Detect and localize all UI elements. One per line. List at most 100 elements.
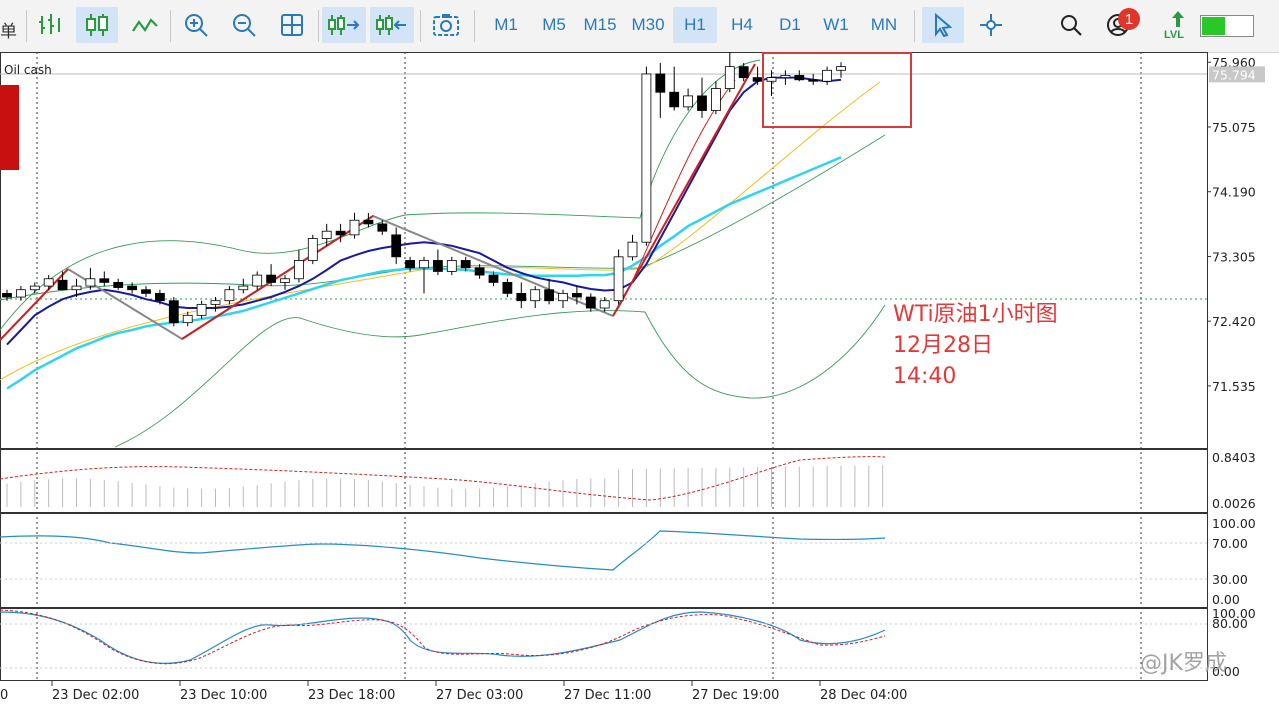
candle-body — [599, 300, 610, 309]
candle-body — [335, 230, 346, 236]
candle-body — [266, 274, 277, 283]
timeframe-m1[interactable]: M1 — [494, 15, 518, 34]
timeframe-mn[interactable]: MN — [870, 15, 898, 34]
rsi-line — [0, 530, 886, 571]
timeframe-m5[interactable]: M5 — [542, 15, 566, 34]
timeframe-h4[interactable]: H4 — [731, 15, 753, 34]
toolbar-separator — [26, 10, 27, 42]
highlight-box — [762, 52, 912, 128]
toolbar-separator — [420, 10, 421, 42]
timeframe-h1[interactable]: H1 — [673, 7, 717, 43]
candle-body — [99, 278, 110, 283]
chart-annotation-line: 14:40 — [893, 364, 956, 389]
candle-body — [558, 292, 568, 302]
pane3-tick-label: 100.00 — [1212, 516, 1256, 531]
candle-body — [196, 303, 207, 316]
pane3-tick-label: 70.00 — [1212, 536, 1248, 551]
y-tick-label: 71.535 — [1212, 379, 1256, 394]
chart-pane-frame — [0, 513, 1208, 608]
candle-body — [405, 260, 416, 269]
y-tick-label: 74.190 — [1212, 185, 1256, 200]
line-chart-icon[interactable] — [124, 7, 166, 43]
timeframe-w1[interactable]: W1 — [823, 15, 849, 34]
zoom-in-icon[interactable] — [176, 7, 216, 43]
candle-body — [57, 279, 68, 291]
candle-body — [377, 223, 388, 232]
candle-body — [307, 238, 318, 261]
bar-chart-icon[interactable] — [32, 7, 68, 43]
candle-body — [432, 260, 443, 272]
level-button[interactable]: LVL — [1164, 10, 1192, 44]
zoom-out-icon[interactable] — [224, 7, 264, 43]
candle-body — [349, 219, 360, 236]
candle-body — [391, 234, 402, 258]
auto-scroll-icon[interactable] — [322, 7, 366, 43]
candle-body — [836, 66, 846, 71]
candle-body — [711, 88, 721, 111]
pane3-tick-label: 0.00 — [1212, 592, 1240, 607]
x-tick-label: 23 Dec 02:00 — [52, 688, 139, 703]
pane4-tick-label: 80.00 — [1212, 616, 1248, 631]
candle-body — [613, 256, 624, 302]
candle-body — [724, 66, 735, 89]
chart-annotation-line: WTi原油1小时图 — [893, 302, 1058, 327]
candle-body — [224, 289, 235, 302]
toolbar-separator — [318, 10, 319, 42]
candle-body — [127, 285, 137, 291]
candle-body — [85, 278, 96, 287]
y-tick-label: 73.305 — [1212, 249, 1256, 264]
stochastic-signal-line — [0, 609, 886, 665]
level-label: LVL — [1164, 29, 1184, 41]
timeframe-d1[interactable]: D1 — [779, 15, 801, 34]
level-progress-fill — [1202, 17, 1225, 35]
candle-body — [474, 267, 485, 276]
candle-body — [113, 282, 124, 288]
chart-pane-frame — [0, 608, 1208, 681]
one-click-trade-panel — [0, 85, 19, 170]
x-tick-label: 27 Dec 11:00 — [564, 688, 651, 703]
toolbar-separator — [474, 10, 475, 42]
toolbar: 单 M1 M5 M15 M30 H1 H4 D1 W1 MN 1 LVL — [0, 0, 1279, 53]
timeframe-m30[interactable]: M30 — [631, 15, 665, 34]
x-tick-label: 23 Dec 10:00 — [180, 688, 267, 703]
screenshot-icon[interactable] — [426, 7, 466, 43]
notification-badge: 1 — [1118, 8, 1140, 30]
pane2-tick-label: 0.8403 — [1212, 450, 1256, 465]
price-chart[interactable]: 75.96075.07574.19073.30572.42071.53575.7… — [0, 52, 1279, 704]
candle-body — [572, 292, 582, 298]
candle-body — [822, 69, 832, 82]
pane3-tick-label: 30.00 — [1212, 572, 1248, 587]
y-tick-label: 72.420 — [1212, 314, 1256, 329]
mid-moving-average — [6, 76, 842, 346]
candle-body — [460, 260, 471, 269]
candle-body — [738, 66, 749, 79]
level-progress-bar — [1200, 15, 1254, 37]
yellow-moving-average — [0, 81, 881, 381]
candle-body — [182, 314, 193, 324]
candlestick-icon[interactable] — [76, 7, 118, 43]
candle-body — [29, 285, 40, 291]
candle-body — [321, 230, 332, 239]
candle-body — [168, 300, 179, 324]
candle-body — [363, 219, 374, 225]
candle-body — [530, 289, 541, 302]
crosshair-icon[interactable] — [970, 7, 1012, 43]
candle-body — [280, 278, 290, 283]
cursor-icon[interactable] — [922, 7, 964, 43]
candle-body — [43, 278, 54, 287]
bollinger-lower-band — [114, 304, 886, 448]
candle-body — [627, 241, 638, 258]
grid-icon[interactable] — [272, 7, 312, 43]
volume-signal-line — [0, 456, 886, 501]
zigzag-up-leg — [0, 63, 756, 341]
chart-background — [0, 52, 1207, 704]
y-tick-label: 75.075 — [1212, 120, 1256, 135]
search-icon[interactable] — [1054, 7, 1088, 43]
candle-body — [252, 274, 263, 287]
timeframe-m15[interactable]: M15 — [583, 15, 617, 34]
candle-body — [141, 289, 151, 294]
chart-shift-icon[interactable] — [370, 7, 414, 43]
candle-body — [238, 285, 249, 291]
current-price-label: 75.794 — [1212, 67, 1256, 82]
level-up-icon — [1172, 11, 1184, 27]
